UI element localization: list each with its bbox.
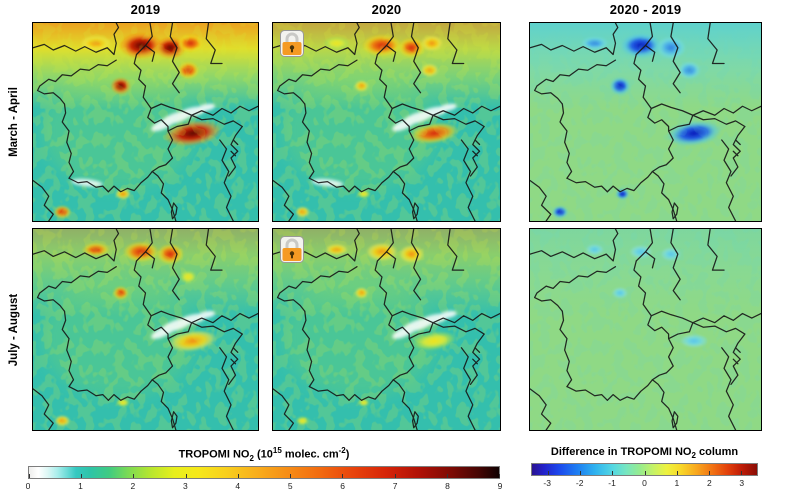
colorbar-tick-mark — [237, 473, 239, 478]
title-text: TROPOMI NO — [178, 448, 250, 461]
lockdown-lock-icon — [280, 236, 304, 263]
colorbar-tick-mark — [29, 473, 30, 478]
colorbar-tick-mark — [708, 471, 710, 476]
title-text: column — [695, 446, 739, 458]
colorbar-tick-label: 1 — [78, 480, 83, 491]
title-subscript: 2 — [691, 451, 696, 461]
map-panel-july-august-2020 — [272, 228, 501, 431]
difference-colorbar: Difference in TROPOMI NO2 column -3 -2 -1 0… — [531, 446, 758, 490]
colorbar-tick-label: 2 — [130, 480, 136, 491]
colorbar-tick-label: 8 — [445, 480, 450, 491]
colorbar-tick-label: 3 — [182, 480, 188, 491]
colorbar-tick-label: -2 — [575, 478, 584, 489]
colorbar-tick-label: 3 — [739, 478, 745, 489]
row-label-text: March - April — [8, 87, 21, 157]
no2-colorbar-title: TROPOMI NO2 (1015 molec. cm-2) — [28, 446, 500, 463]
difference-colorbar-ticks: -3 -2 -1 0 1 2 3 — [531, 478, 758, 490]
title-subscript: 2 — [249, 453, 254, 463]
title-text: Difference in TROPOMI NO — [550, 446, 692, 458]
colorbar-tick-mark — [580, 471, 582, 476]
map-svg-march-april-2019 — [33, 23, 258, 221]
row-label-july-august: July - August — [0, 228, 28, 431]
colorbar-tick-mark — [548, 471, 550, 476]
no2-colorbar-gradient — [28, 465, 500, 479]
colorbar-tick-mark — [342, 473, 344, 478]
colorbar-tick-mark — [499, 473, 500, 478]
title-superscript: 15 — [272, 446, 282, 455]
title-text: molec. cm — [281, 448, 339, 461]
colorbar-tick-mark — [446, 473, 448, 478]
colorbar-tick-label: 6 — [340, 480, 346, 491]
row-label-text: July - August — [8, 293, 21, 366]
colorbar-tick-label: -3 — [543, 478, 551, 489]
colorbar-tick-mark — [81, 473, 83, 478]
colorbar-tick-label: -1 — [608, 478, 616, 489]
colorbar-tick-label: 7 — [392, 480, 398, 491]
map-panel-july-august-2019 — [32, 228, 259, 431]
map-svg-march-april-diff — [530, 23, 761, 221]
map-svg-july-august-diff — [530, 229, 761, 430]
column-title-difference: 2020 - 2019 — [609, 2, 682, 17]
difference-colorbar-gradient — [531, 463, 758, 477]
colorbar-tick-mark — [740, 471, 742, 476]
colorbar-tick-mark — [644, 471, 646, 476]
map-panel-march-april-2019 — [32, 22, 259, 222]
title-superscript: -2 — [338, 446, 346, 455]
difference-colorbar-title: Difference in TROPOMI NO2 column — [531, 446, 758, 460]
colorbar-tick-mark — [185, 473, 187, 478]
colorbar-tick-label: 1 — [674, 478, 680, 489]
colorbar-tick-mark — [676, 471, 678, 476]
colorbar-tick-mark — [290, 473, 292, 478]
map-panel-march-april-2020 — [272, 22, 501, 222]
colorbar-tick-label: 0 — [642, 478, 647, 489]
no2-colorbar-ticks: 0 1 2 3 4 5 6 7 8 9 — [25, 480, 503, 493]
row-label-march-april: March - April — [0, 22, 28, 222]
colorbar-tick-label: 5 — [287, 480, 293, 491]
colorbar-tick-label: 2 — [706, 478, 712, 489]
lockdown-lock-icon — [280, 30, 304, 57]
map-svg-july-august-2020 — [273, 229, 500, 430]
column-title-2020: 2020 — [371, 2, 402, 17]
colorbar-tick-mark — [394, 473, 396, 478]
title-text: (10 — [253, 448, 273, 461]
title-text: ) — [345, 448, 350, 461]
colorbar-tick-mark — [133, 473, 135, 478]
colorbar-tick-mark — [612, 471, 614, 476]
column-title-2019: 2019 — [130, 2, 161, 17]
colorbar-tick-label: 4 — [235, 480, 241, 491]
map-panel-march-april-diff — [529, 22, 762, 222]
colorbar-tick-label: 0 — [25, 480, 31, 491]
map-svg-july-august-2019 — [33, 229, 258, 430]
map-svg-march-april-2020 — [273, 23, 500, 221]
map-panel-july-august-diff — [529, 228, 762, 431]
colorbar-tick-label: 9 — [497, 480, 503, 491]
